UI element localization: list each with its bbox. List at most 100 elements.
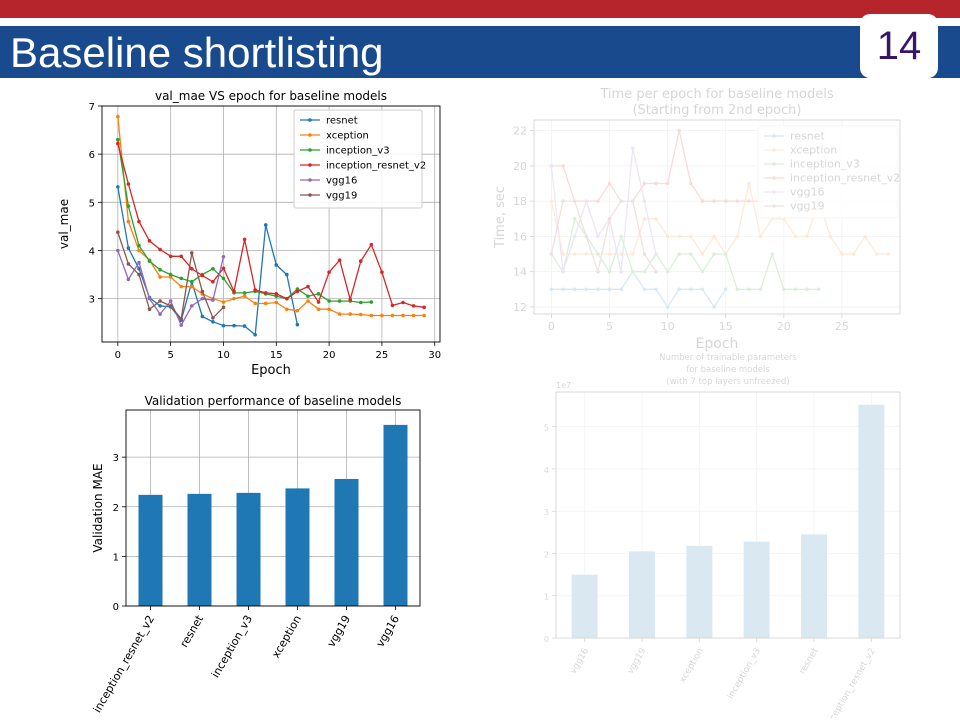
data-point bbox=[723, 199, 728, 203]
data-point bbox=[189, 266, 194, 271]
data-point bbox=[295, 289, 300, 294]
data-point bbox=[411, 304, 416, 308]
data-point bbox=[561, 269, 565, 274]
data-point bbox=[221, 266, 226, 271]
legend-marker bbox=[308, 193, 312, 197]
data-point bbox=[619, 269, 623, 274]
bar bbox=[743, 541, 770, 638]
series-line bbox=[117, 143, 425, 308]
data-point bbox=[654, 181, 658, 186]
legend-label: vgg16 bbox=[326, 176, 357, 187]
x-axis-label: Epoch bbox=[696, 336, 739, 352]
data-point bbox=[700, 199, 705, 203]
data-point bbox=[137, 266, 141, 271]
data-point bbox=[348, 312, 353, 316]
data-point bbox=[137, 272, 141, 277]
data-point bbox=[116, 230, 120, 234]
data-point bbox=[607, 216, 612, 221]
data-point bbox=[665, 181, 670, 186]
data-point bbox=[677, 234, 682, 239]
data-point bbox=[221, 300, 226, 304]
data-point bbox=[358, 300, 363, 305]
data-point bbox=[874, 252, 879, 256]
data-point bbox=[168, 304, 173, 308]
data-point bbox=[211, 266, 215, 271]
x-tick-label: 25 bbox=[376, 350, 389, 361]
legend-label: inception_v3 bbox=[326, 146, 390, 157]
data-point bbox=[747, 287, 751, 292]
x-tick-label: 20 bbox=[777, 320, 791, 333]
top-stripe bbox=[0, 0, 960, 18]
data-point bbox=[630, 269, 635, 274]
data-point bbox=[116, 141, 120, 146]
legend-label: vgg19 bbox=[326, 191, 357, 202]
data-point bbox=[700, 269, 705, 274]
data-point bbox=[295, 308, 300, 313]
y-tick-label: 3 bbox=[113, 453, 119, 464]
legend-label: resnet bbox=[790, 130, 826, 143]
y-tick-label: 6 bbox=[89, 150, 95, 161]
x-tick-label: xception bbox=[678, 647, 706, 685]
x-tick-label: 0 bbox=[548, 320, 555, 333]
data-point bbox=[147, 239, 152, 243]
y-tick-label: 3 bbox=[544, 508, 549, 517]
data-point bbox=[221, 254, 226, 259]
data-point bbox=[390, 313, 395, 318]
data-point bbox=[712, 305, 716, 309]
data-point bbox=[793, 234, 798, 239]
data-point bbox=[137, 243, 141, 248]
series-line bbox=[117, 186, 299, 337]
data-point bbox=[758, 287, 763, 292]
legend-label: inception_resnet_v2 bbox=[326, 161, 426, 172]
data-point bbox=[665, 269, 670, 274]
y-tick-label: 1 bbox=[113, 552, 119, 563]
data-point bbox=[572, 252, 577, 256]
data-point bbox=[189, 304, 194, 308]
legend-box bbox=[293, 109, 423, 209]
page-number-box bbox=[860, 14, 938, 78]
data-point bbox=[306, 299, 310, 303]
y-tick-label: 5 bbox=[544, 424, 549, 433]
data-point bbox=[126, 204, 131, 208]
x-tick-label: inception_resnet_v2 bbox=[824, 647, 878, 719]
x-tick-label: 30 bbox=[428, 350, 441, 361]
data-point bbox=[689, 252, 693, 256]
data-point bbox=[770, 216, 774, 221]
data-point bbox=[137, 248, 141, 253]
data-point bbox=[549, 164, 554, 168]
data-point bbox=[549, 252, 554, 256]
data-point bbox=[596, 269, 600, 274]
bar bbox=[334, 478, 359, 606]
x-tick-label: inception_v3 bbox=[209, 613, 255, 680]
data-point bbox=[221, 323, 226, 328]
data-point bbox=[642, 287, 647, 292]
val-mae-line-chart: 0 5 10 15 20 25 30 3 4 5 6 7 val_mae VS epoch for ba… bbox=[58, 89, 441, 378]
data-point bbox=[390, 303, 395, 308]
y-axis-label: Validation MAE bbox=[91, 463, 105, 552]
y-axis-label: Time, sec bbox=[493, 186, 508, 249]
data-point bbox=[422, 313, 426, 318]
x-tick-label: 15 bbox=[270, 350, 283, 361]
data-point bbox=[211, 298, 215, 302]
data-point bbox=[337, 258, 342, 262]
bar bbox=[138, 494, 163, 606]
data-point bbox=[630, 252, 635, 256]
y-tick-label: 2 bbox=[544, 550, 549, 559]
legend-marker bbox=[772, 204, 776, 208]
slide-title: Baseline shortlisting bbox=[10, 29, 384, 76]
plot-frame bbox=[555, 391, 901, 639]
data-point bbox=[607, 216, 612, 221]
y-tick-label: 4 bbox=[89, 246, 95, 257]
data-point bbox=[158, 312, 162, 316]
data-point bbox=[584, 252, 589, 256]
data-point bbox=[411, 313, 416, 318]
data-point bbox=[747, 181, 751, 186]
data-point bbox=[158, 247, 162, 252]
data-point bbox=[348, 297, 353, 302]
data-point bbox=[263, 301, 268, 306]
data-point bbox=[316, 307, 321, 312]
series-line bbox=[550, 200, 657, 275]
x-tick-label: 15 bbox=[719, 320, 733, 333]
data-point bbox=[619, 252, 623, 256]
x-tick-label: vgg16 bbox=[374, 613, 403, 649]
